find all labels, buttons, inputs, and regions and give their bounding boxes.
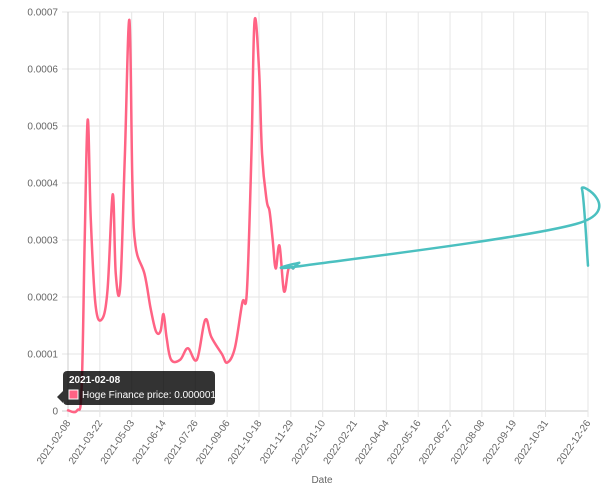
y-tick-label: 0.0005	[27, 122, 58, 133]
y-tick-label: 0.0003	[27, 236, 58, 247]
y-tick-label: 0.0007	[27, 8, 58, 19]
tooltip-box	[63, 371, 215, 405]
tooltip-caret	[57, 391, 63, 403]
y-tick-label: 0.0006	[27, 65, 58, 76]
tooltip-label: Hoge Finance price: 0.000001	[82, 390, 216, 401]
x-axis-label: Date	[311, 475, 333, 486]
y-tick-label: 0.0004	[27, 179, 58, 190]
series-line-0	[66, 17, 295, 414]
y-tick-label: 0.0002	[27, 293, 58, 304]
series-line-1	[279, 186, 601, 270]
tooltip: 2021-02-08 Hoge Finance price: 0.000001	[57, 371, 216, 405]
grid	[62, 11, 589, 417]
tooltip-title: 2021-02-08	[69, 375, 121, 386]
series-layer	[66, 17, 601, 414]
x-tick-label: 2022-12-26	[555, 418, 594, 467]
y-tick-label: 0	[52, 407, 58, 418]
y-tick-label: 0.0001	[27, 350, 58, 361]
tooltip-swatch	[68, 389, 79, 400]
